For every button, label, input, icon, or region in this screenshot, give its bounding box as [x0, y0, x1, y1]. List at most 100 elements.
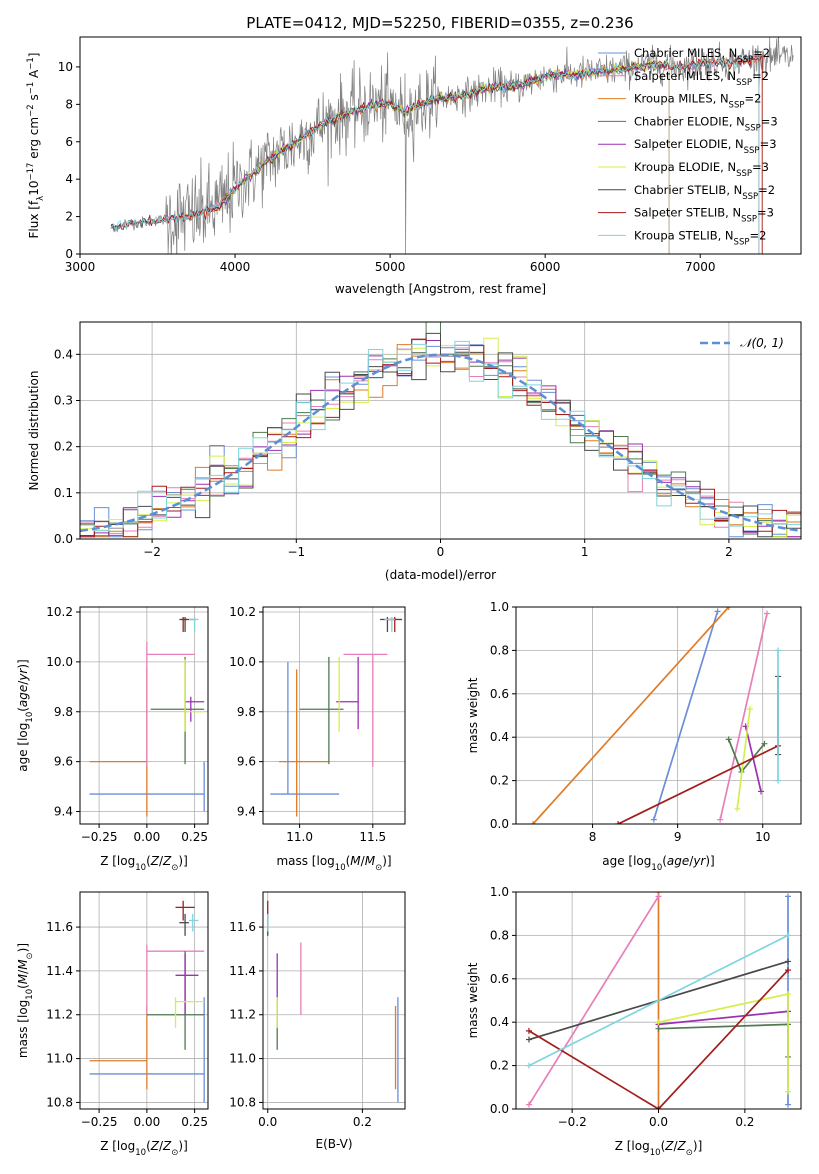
- marker-salpeter_stelib: [615, 821, 622, 824]
- model-line-salpeter_miles: [165, 54, 760, 254]
- y-tick-label: 11.0: [229, 1052, 256, 1066]
- series-kroupa_elodie: [736, 708, 751, 809]
- hist-chabrier_stelib: [80, 332, 801, 538]
- series-chabrier_miles: [652, 611, 719, 820]
- model-line-salpeter_elodie: [219, 61, 670, 254]
- axes-frame: [79, 891, 209, 1110]
- y-tick-label: 10.8: [46, 1095, 73, 1109]
- x-axis-label: mass [log10(M/M⊙)]: [276, 854, 391, 873]
- y-tick-label: 11.4: [229, 964, 256, 978]
- legend-entry: Salpeter MILES, NSSP=2: [634, 69, 769, 88]
- x-tick-label: 1: [581, 545, 589, 559]
- x-axis-label: E(B-V): [315, 1137, 352, 1151]
- y-tick-label: 0.0: [54, 532, 73, 546]
- y-axis-label: age [log10(age/yr)]: [16, 659, 35, 772]
- plot-area: [89, 616, 205, 817]
- x-tick-label: −1: [287, 545, 305, 559]
- x-tick-label: 0.25: [181, 1115, 208, 1129]
- y-tick-label: 0.6: [490, 687, 509, 701]
- hist-salpeter_stelib: [80, 338, 801, 538]
- y-tick-label: 0.6: [490, 972, 509, 986]
- y-axis-label: mass weight: [466, 677, 480, 753]
- marker-salpeter_miles: [525, 1101, 532, 1108]
- axes-frame: [262, 891, 406, 1110]
- marker-chabrier_miles: [785, 1101, 792, 1108]
- y-tick-label: 0.0: [490, 817, 509, 831]
- plot-area: [80, 322, 801, 538]
- legend-entry: Kroupa ELODIE, NSSP=3: [634, 160, 769, 179]
- y-tick-label: 0: [65, 247, 73, 261]
- x-axis-label: wavelength [Angstrom, rest frame]: [335, 282, 546, 296]
- x-tick-label: −0.25: [81, 1115, 118, 1129]
- axes-frame: [515, 606, 802, 825]
- plot-area: [525, 892, 792, 1109]
- x-tick-label: 4000: [220, 260, 251, 274]
- panel-residuals: −2 −1 0 1 2 0.0 0.1 0.2 0.3 0.4 (data-model)/error…: [27, 321, 802, 582]
- y-tick-label: 11.2: [46, 1008, 73, 1022]
- marker-kroupa_elodie: [785, 990, 792, 997]
- y-tick-label: 9.6: [237, 755, 256, 769]
- legend-entry: Salpeter STELIB, NSSP=3: [634, 206, 774, 225]
- marker-kroupa_stelib: [785, 932, 792, 939]
- marker-salpeter_miles: [763, 610, 770, 617]
- marker-salpeter_stelib: [655, 1106, 662, 1109]
- series-kroupa_elodie: [658, 992, 789, 1092]
- y-tick-label: 0.0: [490, 1102, 509, 1116]
- model-line-kroupa_elodie: [219, 59, 670, 254]
- y-tick-label: 2: [65, 210, 73, 224]
- marker-salpeter_miles: [655, 893, 662, 900]
- series-kroupa_miles: [532, 607, 730, 824]
- marker-salpeter_elodie: [758, 788, 765, 795]
- x-tick-label: 10: [755, 830, 770, 844]
- x-tick-label: 6000: [530, 260, 561, 274]
- x-axis-label: Z [log10(Z/Z⊙)]: [100, 854, 188, 873]
- y-tick-label: 10.2: [229, 605, 256, 619]
- model-line-chabrier_elodie: [219, 61, 670, 254]
- legend-entry: Chabrier ELODIE, NSSP=3: [634, 114, 778, 133]
- y-tick-label: 10: [58, 60, 73, 74]
- legend-entry: Chabrier STELIB, NSSP=2: [634, 183, 775, 202]
- plot-area: [530, 607, 782, 824]
- panel-massweight_vs_age: 8 9 10 0.0 0.2 0.4 0.6 0.8 1.0 age [log10(age/yr)…: [466, 600, 802, 873]
- marker-chabrier_miles: [650, 816, 657, 823]
- model-line-salpeter_stelib: [110, 54, 763, 254]
- series-salpeter_miles: [719, 613, 768, 820]
- y-tick-label: 9.4: [54, 805, 73, 819]
- panel-massweight_vs_Z: −0.2 0.0 0.2 0.0 0.2 0.4 0.6 0.8 1.0 Z [log10(Z/Z…: [466, 885, 802, 1158]
- series-salpeter_stelib: [617, 745, 779, 824]
- y-tick-label: 0.2: [54, 440, 73, 454]
- y-tick-label: 0.2: [490, 1059, 509, 1073]
- series-salpeter_elodie: [744, 726, 762, 792]
- x-tick-label: −2: [143, 545, 161, 559]
- y-axis-label: mass [log10(M/M⊙)]: [16, 943, 35, 1058]
- plot-area: [267, 900, 399, 1103]
- marker-chabrier_miles: [785, 893, 792, 900]
- model-line-kroupa_stelib: [110, 54, 760, 254]
- y-tick-label: 9.6: [54, 755, 73, 769]
- y-tick-label: 10.2: [46, 605, 73, 619]
- y-tick-label: 11.6: [46, 920, 73, 934]
- legend: Chabrier MILES, NSSP=2 Salpeter MILES, NS…: [598, 46, 778, 247]
- y-tick-label: 0.4: [490, 730, 509, 744]
- series-salpeter_stelib: [528, 969, 789, 1109]
- legend: 𝒩(0, 1): [700, 336, 784, 350]
- y-tick-label: 0.1: [54, 486, 73, 500]
- y-tick-label: 0.3: [54, 393, 73, 407]
- y-tick-label: 11.2: [229, 1008, 256, 1022]
- x-axis-label: Z [log10(Z/Z⊙)]: [615, 1139, 703, 1158]
- y-tick-label: 6: [65, 135, 73, 149]
- y-tick-label: 1.0: [490, 885, 509, 899]
- marker-salpeter_stelib: [785, 967, 792, 974]
- marker-kroupa_stelib: [775, 777, 782, 784]
- plot-area: [89, 900, 205, 1103]
- plot-area: [270, 616, 403, 817]
- x-tick-label: 8: [589, 830, 597, 844]
- y-tick-label: 4: [65, 172, 73, 186]
- marker-kroupa_elodie: [655, 1019, 662, 1026]
- x-tick-label: 0.00: [134, 830, 161, 844]
- plot-area: [110, 37, 794, 254]
- marker-chabrier_elodie: [761, 740, 768, 747]
- marker-kroupa_elodie: [785, 1088, 792, 1095]
